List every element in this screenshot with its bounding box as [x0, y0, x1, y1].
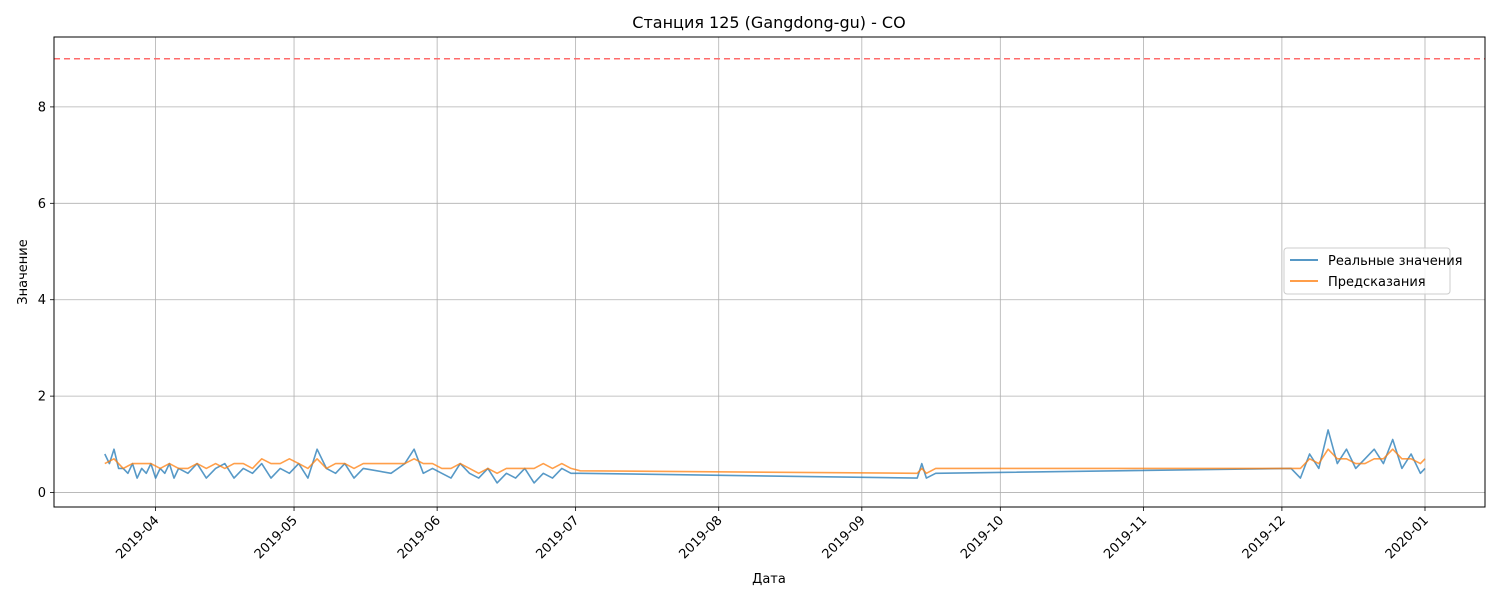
y-tick-label: 8: [38, 100, 46, 115]
legend-frame: [1283, 247, 1451, 295]
y-tick-label: 6: [38, 197, 46, 212]
series-line-prediction: [104, 448, 1426, 475]
legend-label-prediction: Предсказания: [1328, 275, 1426, 290]
plot-frame: [53, 36, 1486, 508]
y-tick-label: 4: [38, 293, 46, 308]
y-tick-label: 2: [38, 390, 46, 405]
series-line-real: [104, 429, 1426, 484]
y-axis-label: Значение: [16, 239, 31, 304]
legend: Реальные значения Предсказания: [1283, 247, 1463, 295]
x-axis-label: Дата: [752, 572, 786, 587]
y-tick-label: 0: [38, 486, 46, 501]
series-layer: [104, 429, 1426, 484]
chart-title: Станция 125 (Gangdong-gu) - CO: [632, 13, 905, 32]
legend-label-real: Реальные значения: [1328, 254, 1463, 269]
